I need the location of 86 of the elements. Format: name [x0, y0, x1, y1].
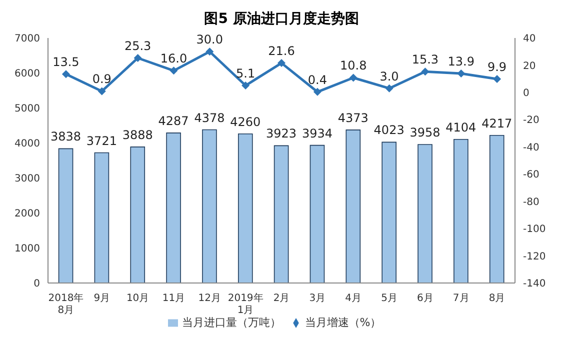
point: [313, 88, 322, 96]
y-tick-label: 7000: [14, 34, 40, 45]
point: [170, 66, 178, 75]
y-tick-label: 0: [34, 278, 40, 290]
data-label: 5.1: [236, 66, 256, 81]
data-label: 0.4: [308, 72, 327, 87]
y2-tick-label: -100: [523, 224, 546, 236]
point: [385, 84, 394, 92]
data-label: 3888: [122, 128, 153, 142]
point: [242, 82, 250, 90]
x-tick-label: 7月: [452, 293, 470, 304]
bar: [238, 134, 253, 283]
x-tick-label: 2019年 1月: [228, 292, 264, 316]
y-tick-label: 2000: [14, 208, 40, 220]
point: [349, 74, 358, 82]
data-label: 4373: [338, 110, 368, 125]
data-label: 3838: [50, 130, 82, 144]
bar: [94, 152, 110, 283]
x-tick-label: 11月: [162, 293, 186, 304]
data-label: 9.9: [487, 60, 507, 74]
y2-tick-label: 40: [523, 34, 536, 45]
bar: [274, 145, 289, 283]
data-label: 3958: [410, 125, 440, 140]
point: [98, 87, 106, 96]
data-label: 0.9: [92, 72, 112, 86]
chart-title: 图5 原油进口月度走势图: [203, 10, 360, 29]
x-tick-label: 8月: [488, 293, 506, 304]
point: [457, 70, 466, 78]
x-tick-label: 2月: [273, 293, 290, 304]
x-tick-label: 5月: [381, 293, 398, 304]
data-label: 15.3: [412, 52, 439, 67]
data-label: 4104: [446, 120, 476, 134]
x-tick-label: 6月: [417, 293, 434, 304]
y-tick-label: 6000: [14, 68, 40, 80]
point: [206, 48, 214, 56]
x-tick-label: 4月: [345, 293, 362, 304]
point: [493, 74, 502, 83]
x-tick-label: 9月: [94, 293, 110, 304]
y-tick-label: 1000: [14, 244, 40, 255]
bar: [58, 148, 74, 283]
bar: [418, 144, 432, 283]
data-label: 4217: [482, 116, 512, 130]
data-label: 30.0: [196, 32, 224, 47]
data-label: 16.0: [160, 52, 188, 66]
y2-tick-label: 20: [523, 60, 536, 72]
data-label: 3934: [302, 126, 333, 140]
data-label: 4023: [374, 123, 404, 138]
y-tick-label: 3000: [14, 174, 40, 185]
y2-tick-label: 0: [523, 88, 530, 99]
bar: [382, 142, 396, 283]
y2-tick-label: -80: [523, 196, 540, 208]
y2-tick-label: -120: [523, 251, 546, 262]
data-label: 3721: [86, 134, 117, 148]
data-label: 4260: [230, 114, 261, 129]
point: [134, 54, 142, 62]
data-label: 25.3: [124, 39, 152, 54]
x-tick-label: 2018年 8月: [48, 292, 84, 316]
data-label: 3.0: [380, 69, 399, 84]
bar: [454, 138, 468, 283]
y2-tick-label: -20: [523, 115, 540, 126]
point: [62, 70, 70, 78]
bar: [346, 130, 361, 283]
x-tick-label: 3月: [309, 293, 326, 304]
bar: [489, 135, 504, 283]
y2-tick-label: -60: [523, 170, 540, 181]
y2-tick-label: -40: [523, 142, 540, 154]
data-label: 10.8: [340, 58, 367, 73]
bar: [130, 146, 146, 283]
data-label: 13.9: [448, 54, 474, 69]
data-label: 21.6: [268, 44, 295, 58]
data-label: 4378: [194, 110, 225, 125]
data-label: 13.5: [52, 55, 80, 70]
y-tick-label: 5000: [14, 104, 40, 115]
point: [421, 68, 430, 76]
bar: [310, 144, 325, 283]
x-tick-label: 12月: [198, 293, 222, 304]
legend-label: 当月进口量（万吨）: [182, 316, 281, 329]
point: [278, 59, 286, 68]
legend-label: 当月增速（%）: [304, 316, 382, 329]
bar: [166, 132, 181, 283]
data-label: 4287: [158, 114, 189, 128]
x-tick-label: 10月: [126, 293, 150, 304]
bar: [202, 129, 217, 283]
data-label: 3923: [266, 126, 297, 141]
y-tick-label: 4000: [14, 138, 40, 150]
y2-tick-label: -140: [523, 278, 546, 290]
